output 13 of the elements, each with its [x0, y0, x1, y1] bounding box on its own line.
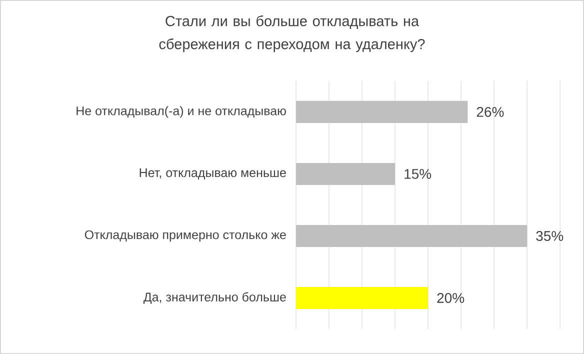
- data-label: 35%: [536, 231, 564, 241]
- bar: [296, 162, 396, 185]
- chart-title: Стали ли вы больше откладывать на сбережения с переходом на удаленку?: [159, 15, 425, 52]
- bar: [296, 287, 428, 310]
- y-tick-label: Откладываю примерно столько же: [84, 230, 286, 242]
- y-tick-label: Да, значительно больше: [143, 292, 286, 304]
- data-label: 20%: [437, 293, 464, 303]
- bar: [296, 100, 468, 123]
- y-tick-label: Нет, откладываю меньше: [140, 168, 286, 180]
- bar: [296, 225, 528, 248]
- data-label: 26%: [476, 107, 504, 117]
- data-label: 15%: [404, 169, 432, 179]
- y-tick-label: Не откладывал(-а) и не откладываю: [76, 106, 286, 118]
